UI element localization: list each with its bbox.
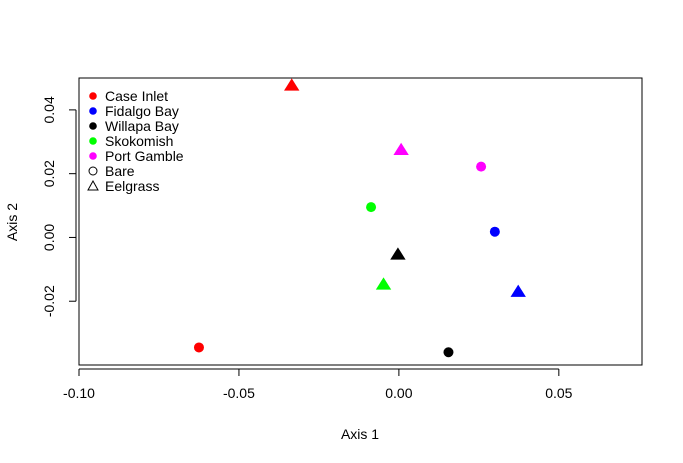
y-tick-label: 0.02: [41, 160, 57, 187]
legend-marker-skokomish: [89, 137, 97, 145]
legend-label-fidalgo-bay: Fidalgo Bay: [105, 103, 179, 119]
data-points: [193, 78, 526, 358]
point-case-inlet-eelgrass: [284, 78, 300, 91]
point-port-gamble-eelgrass: [393, 142, 409, 155]
legend-marker-fidalgo-bay: [89, 107, 97, 115]
plot-frame: [78, 77, 643, 366]
point-fidalgo-bay-eelgrass: [510, 284, 526, 297]
legend-marker-bare: [88, 166, 98, 176]
y-tick-label: 0.04: [41, 96, 57, 123]
y-axis: -0.02 0.00 0.02 0.04: [41, 96, 77, 317]
legend-label-case-inlet: Case Inlet: [105, 88, 168, 104]
x-axis: -0.10 -0.05 0.00 0.05: [63, 368, 573, 401]
point-willapa-bay-bare: [443, 347, 454, 358]
x-axis-label: Axis 1: [341, 426, 379, 442]
legend-label-bare: Bare: [105, 163, 135, 179]
point-willapa-bay-eelgrass: [390, 247, 406, 260]
y-axis-label: Axis 2: [4, 203, 20, 241]
legend-label-skokomish: Skokomish: [105, 133, 173, 149]
legend-marker-port-gamble: [89, 152, 97, 160]
point-skokomish-bare: [366, 202, 377, 213]
legend-marker-case-inlet: [89, 92, 97, 100]
y-tick-label: 0.00: [41, 224, 57, 251]
legend-label-willapa-bay: Willapa Bay: [105, 118, 179, 134]
x-tick-label: -0.10: [63, 385, 95, 401]
point-skokomish-eelgrass: [375, 277, 392, 290]
legend-label-port-gamble: Port Gamble: [105, 148, 184, 164]
legend-marker-eelgrass: [87, 179, 99, 191]
point-port-gamble-bare: [476, 161, 487, 172]
point-fidalgo-bay-bare: [489, 226, 500, 237]
x-tick-label: -0.05: [223, 385, 255, 401]
point-case-inlet-bare: [193, 342, 204, 353]
legend-marker-willapa-bay: [89, 122, 97, 130]
legend-label-eelgrass: Eelgrass: [105, 178, 159, 194]
x-tick-label: 0.00: [385, 385, 412, 401]
x-tick-label: 0.05: [545, 385, 572, 401]
y-tick-label: -0.02: [41, 285, 57, 317]
